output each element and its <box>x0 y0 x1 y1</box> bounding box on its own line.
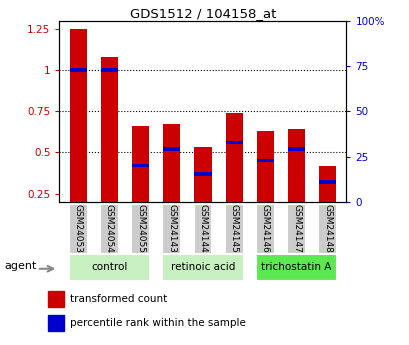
Bar <box>318 180 335 184</box>
Text: GSM24145: GSM24145 <box>229 204 238 253</box>
Text: GSM24053: GSM24053 <box>74 204 83 253</box>
Bar <box>132 126 149 202</box>
Text: GSM24147: GSM24147 <box>291 204 300 253</box>
Bar <box>194 148 211 202</box>
Bar <box>69 254 150 280</box>
Bar <box>318 166 335 202</box>
Text: trichostatin A: trichostatin A <box>261 262 331 272</box>
Bar <box>70 29 87 202</box>
Bar <box>225 113 242 202</box>
Text: control: control <box>91 262 127 272</box>
Bar <box>194 172 211 176</box>
Text: GSM24144: GSM24144 <box>198 204 207 253</box>
Title: GDS1512 / 104158_at: GDS1512 / 104158_at <box>129 7 276 20</box>
Bar <box>48 292 64 307</box>
Text: GSM24055: GSM24055 <box>136 204 145 253</box>
Text: GSM24143: GSM24143 <box>167 204 176 253</box>
Bar <box>48 315 64 331</box>
Bar <box>255 204 274 254</box>
Bar <box>225 141 242 144</box>
Text: percentile rank within the sample: percentile rank within the sample <box>70 318 245 328</box>
Bar <box>287 147 304 151</box>
Text: retinoic acid: retinoic acid <box>170 262 235 272</box>
Text: GSM24146: GSM24146 <box>260 204 269 253</box>
Bar <box>132 164 149 167</box>
Bar <box>69 204 87 254</box>
Bar <box>162 204 181 254</box>
Bar <box>100 204 119 254</box>
Bar <box>256 131 273 202</box>
Bar <box>256 159 273 162</box>
Text: GSM24148: GSM24148 <box>322 204 331 253</box>
Text: transformed count: transformed count <box>70 294 167 304</box>
Bar <box>163 147 180 151</box>
Bar <box>163 125 180 202</box>
Bar <box>70 68 87 72</box>
Text: agent: agent <box>5 261 37 271</box>
Bar <box>255 254 336 280</box>
Bar <box>224 204 243 254</box>
Bar <box>162 254 243 280</box>
Bar <box>101 68 118 72</box>
Bar <box>287 129 304 202</box>
Bar <box>318 204 336 254</box>
Bar <box>131 204 150 254</box>
Text: GSM24054: GSM24054 <box>105 204 114 253</box>
Bar <box>286 204 305 254</box>
Bar <box>193 204 212 254</box>
Bar <box>101 57 118 202</box>
